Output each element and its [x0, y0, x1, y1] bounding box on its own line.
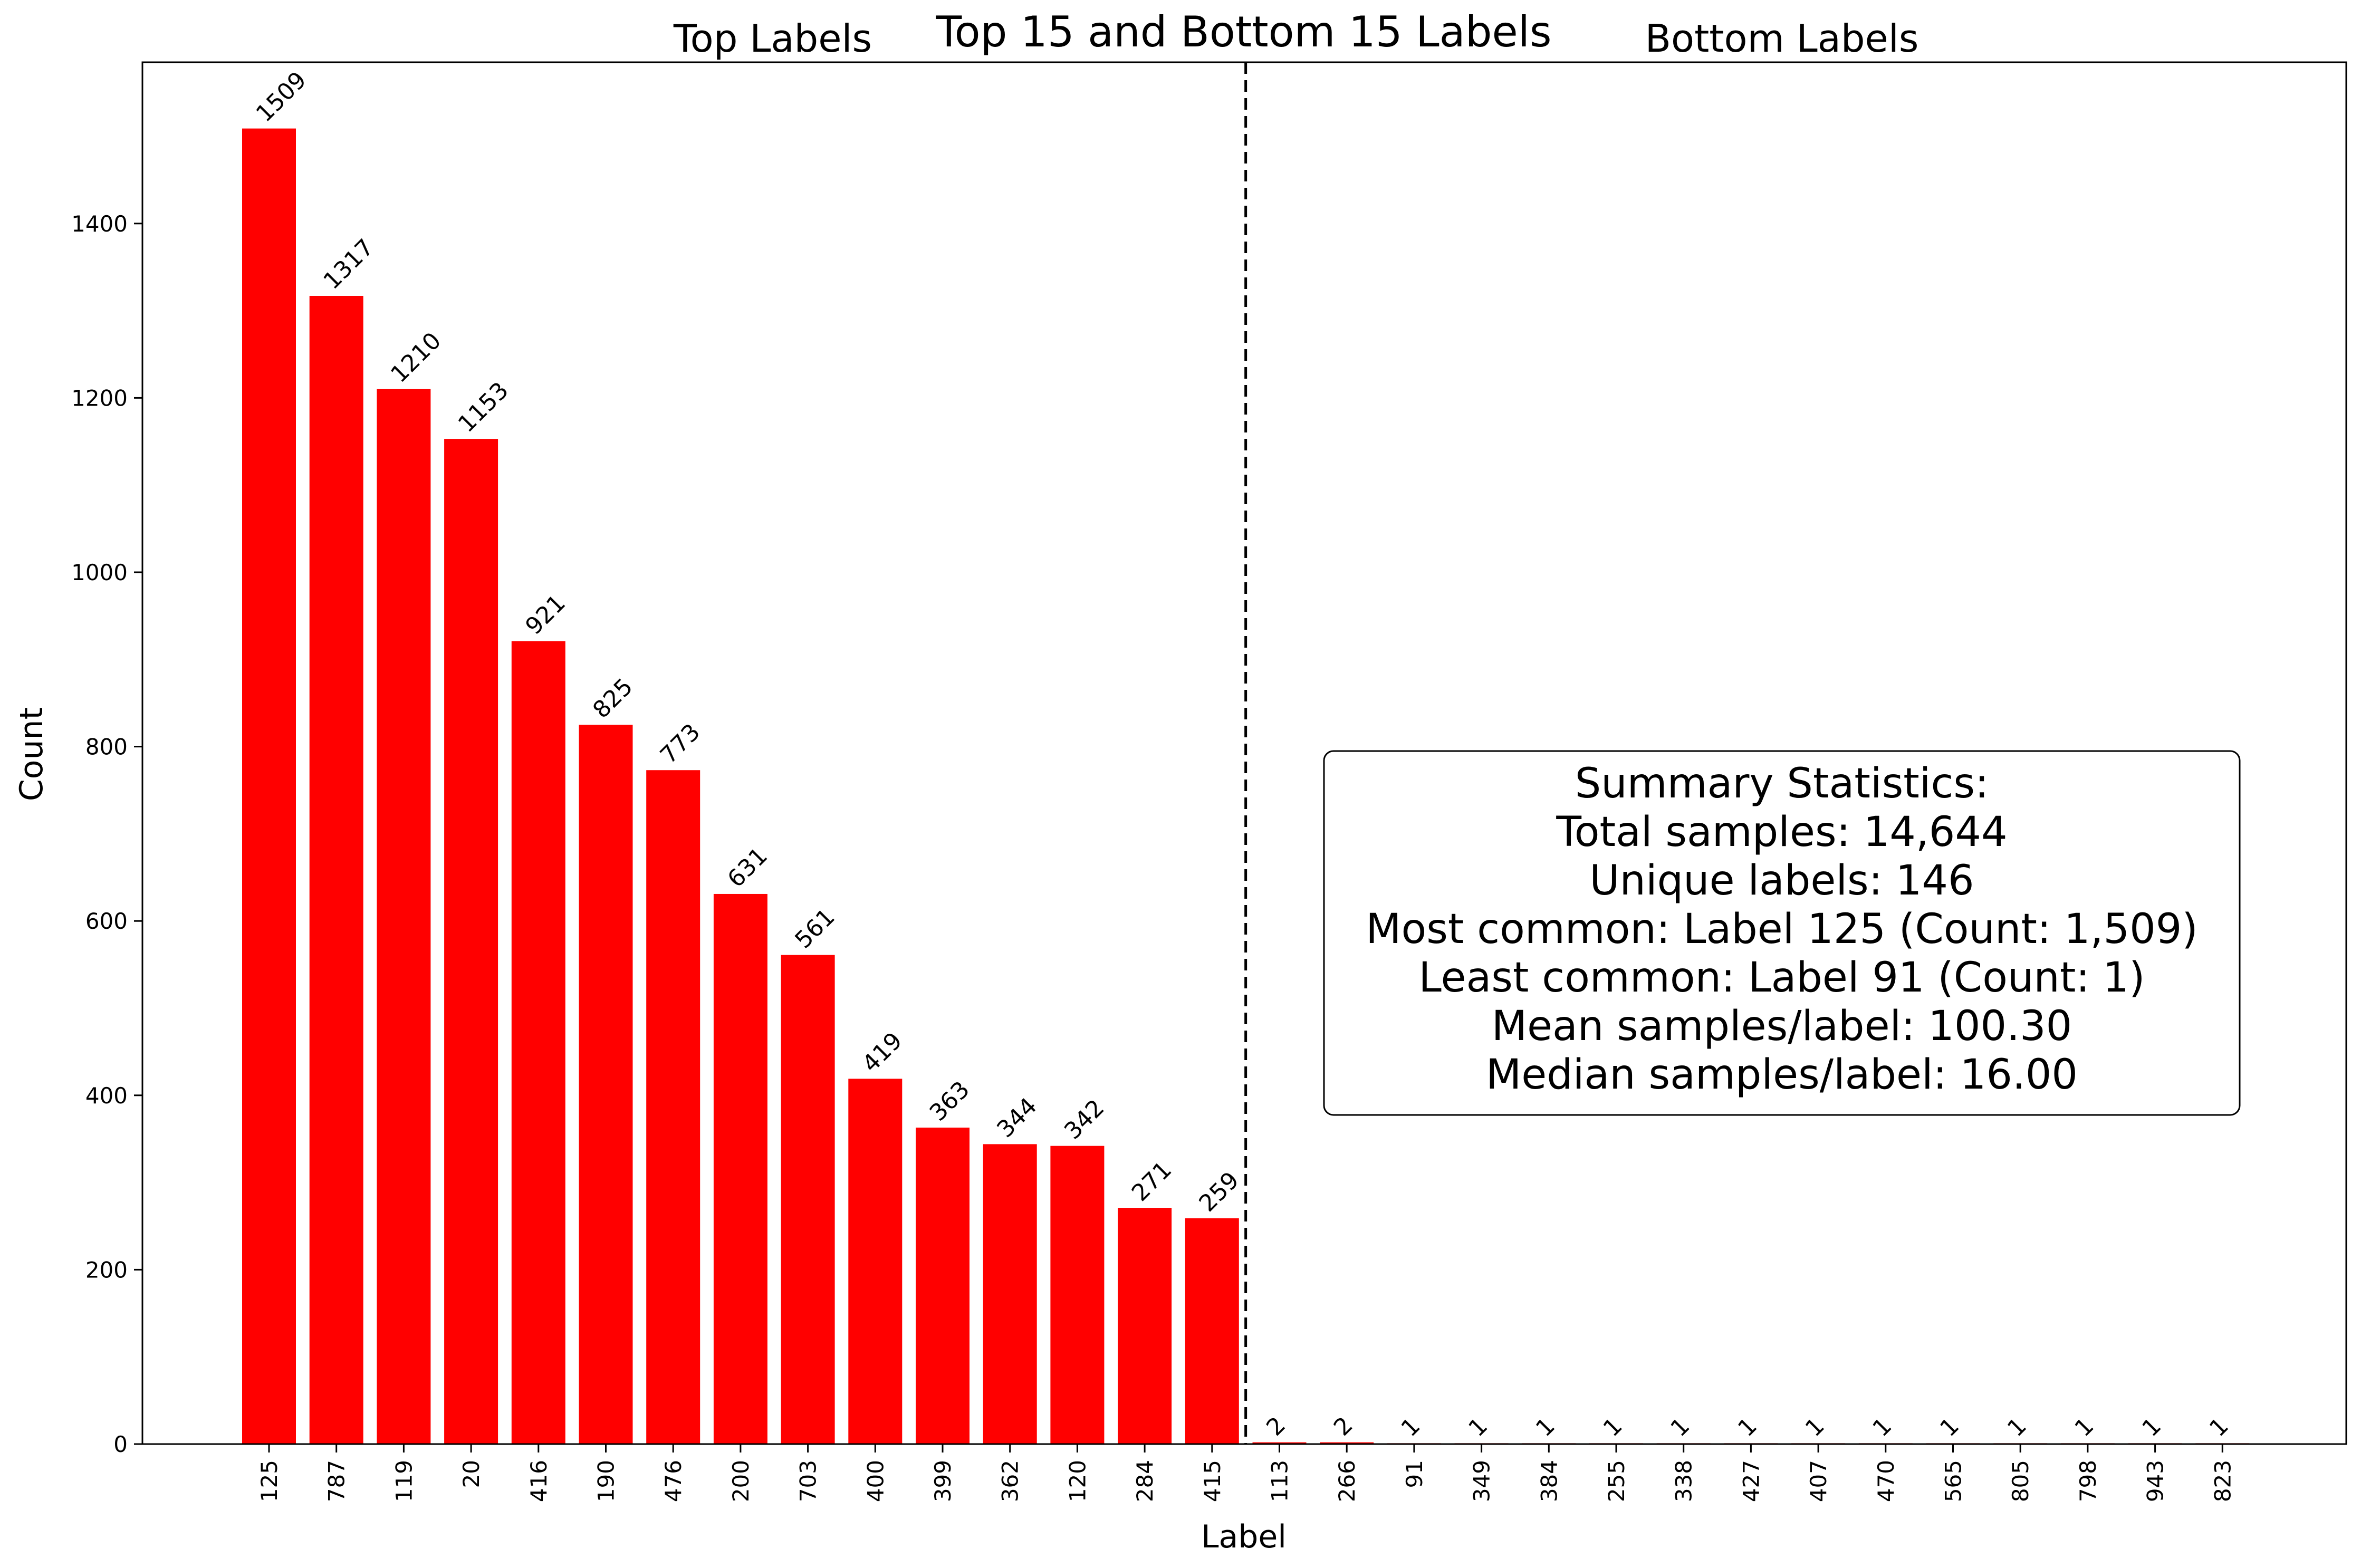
- x-tick-label: 787: [324, 1460, 350, 1502]
- x-axis-title: Label: [1201, 1518, 1287, 1555]
- x-tick-label: 943: [2143, 1460, 2168, 1502]
- x-tick-label: 119: [391, 1460, 417, 1502]
- bar: [242, 128, 296, 1445]
- section-label-top: Top Labels: [673, 16, 872, 61]
- y-tick-group: 0 200 400 600 800 1000 1200 1400: [71, 211, 142, 1457]
- x-tick-label: 266: [1334, 1460, 1360, 1502]
- x-tick-group: 125 787 119 20 416 190 476 200 703 400 399 362 120 28…: [256, 1444, 2235, 1502]
- x-tick-label: 823: [2210, 1460, 2235, 1502]
- y-tick-label: 1200: [71, 385, 128, 411]
- summary-line: Total samples: 14,644: [1556, 809, 2007, 856]
- x-tick-label: 416: [526, 1460, 552, 1502]
- summary-box-frame: [1323, 750, 2241, 1116]
- summary-line: Median samples/label: 16.00: [1486, 1051, 2078, 1099]
- x-tick-label: 399: [930, 1460, 956, 1502]
- bar: [1252, 1442, 1307, 1444]
- x-tick-label: 805: [2008, 1460, 2033, 1502]
- x-tick-label: 384: [1536, 1460, 1562, 1502]
- bar: [916, 1127, 970, 1444]
- y-axis-title: Count: [13, 707, 50, 801]
- x-tick-label: 200: [728, 1460, 754, 1502]
- summary-line: Most common: Label 125 (Count: 1,509): [1366, 906, 2198, 953]
- x-tick-label: 362: [997, 1460, 1023, 1502]
- x-tick-label: 125: [256, 1460, 282, 1502]
- x-tick-label: 120: [1064, 1460, 1090, 1502]
- x-tick-label: 427: [1738, 1460, 1764, 1502]
- x-tick-label: 415: [1199, 1460, 1225, 1502]
- bar: [1320, 1442, 1374, 1444]
- x-tick-label: 284: [1132, 1460, 1158, 1502]
- plot-frame: [141, 61, 2347, 1445]
- x-tick-label: 113: [1267, 1460, 1293, 1502]
- bar: [377, 389, 431, 1445]
- x-tick-label: 20: [458, 1460, 484, 1488]
- bar: [646, 770, 700, 1444]
- summary-line: Least common: Label 91 (Count: 1): [1418, 954, 2145, 1002]
- bar: [781, 955, 835, 1444]
- x-tick-label: 255: [1604, 1460, 1629, 1502]
- y-tick-label: 400: [85, 1083, 128, 1109]
- bar: [511, 641, 565, 1444]
- bar: [1118, 1208, 1172, 1444]
- y-tick-label: 0: [113, 1431, 128, 1457]
- section-label-bottom: Bottom Labels: [1645, 16, 1919, 61]
- bar: [444, 439, 498, 1444]
- x-tick-label: 349: [1469, 1460, 1495, 1502]
- y-tick-label: 600: [85, 908, 128, 934]
- x-tick-label: 400: [862, 1460, 888, 1502]
- x-tick-label: 470: [1873, 1460, 1899, 1502]
- x-tick-label: 190: [593, 1460, 619, 1502]
- x-tick-label: 476: [660, 1460, 686, 1502]
- y-tick-label: 1400: [71, 211, 128, 237]
- y-tick-label: 800: [85, 734, 128, 760]
- bar: [309, 296, 363, 1444]
- summary-statistics-box: Summary Statistics: Total samples: 14,64…: [1323, 750, 2241, 1116]
- y-tick-label: 200: [85, 1257, 128, 1283]
- y-tick-label: 1000: [71, 560, 128, 585]
- x-tick-label: 338: [1671, 1460, 1697, 1502]
- chart-title: Top 15 and Bottom 15 Labels: [935, 7, 1551, 56]
- x-tick-label: 91: [1402, 1460, 1427, 1488]
- x-tick-label: 798: [2075, 1460, 2101, 1502]
- x-tick-label: 565: [1941, 1460, 1966, 1502]
- x-tick-label: 407: [1806, 1460, 1831, 1502]
- bar: [1185, 1218, 1239, 1444]
- summary-line: Mean samples/label: 100.30: [1492, 1003, 2072, 1050]
- bar: [848, 1079, 903, 1444]
- summary-line: Unique labels: 146: [1589, 857, 1974, 905]
- bar: [1050, 1146, 1105, 1444]
- bar: [983, 1144, 1037, 1444]
- bar: [713, 893, 767, 1444]
- x-tick-label: 703: [795, 1460, 821, 1502]
- summary-heading: Summary Statistics:: [1575, 760, 1989, 807]
- bar: [579, 725, 633, 1444]
